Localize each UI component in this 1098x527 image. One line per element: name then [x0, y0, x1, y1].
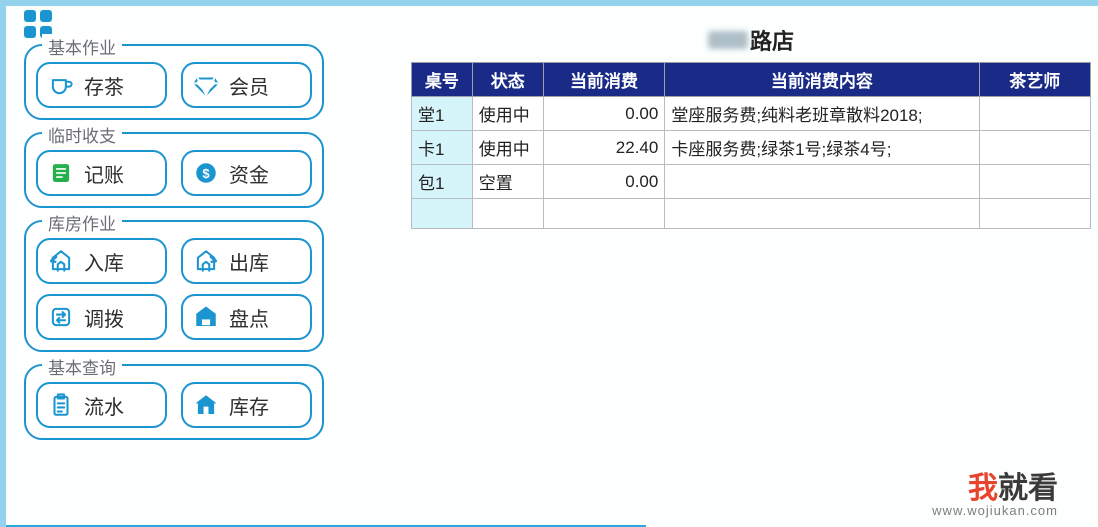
panel-0: 基本作业存茶会员 — [24, 44, 324, 120]
diamond-icon — [193, 72, 219, 98]
table-row[interactable]: 包1空置0.00 — [412, 165, 1091, 199]
cell-artist — [979, 131, 1091, 165]
col-header: 茶艺师 — [979, 63, 1091, 97]
cell-table_no — [412, 199, 473, 229]
button-label: 流水 — [84, 391, 124, 420]
panel-title: 基本查询 — [42, 354, 122, 379]
button-label: 库存 — [229, 391, 269, 420]
cell-amount: 0.00 — [543, 97, 665, 131]
panel-1: 临时收支记账$资金 — [24, 132, 324, 208]
cell-detail — [665, 165, 979, 199]
main-area: 路店 桌号状态当前消费当前消费内容茶艺师 堂1使用中0.00堂座服务费;纯料老班… — [411, 10, 1091, 229]
button-label: 存茶 — [84, 71, 124, 100]
out-icon — [193, 248, 219, 274]
cell-artist — [979, 97, 1091, 131]
cell-detail: 堂座服务费;纯料老班章散料2018; — [665, 97, 979, 131]
col-header: 当前消费内容 — [665, 63, 979, 97]
outbound-button[interactable]: 出库 — [181, 238, 312, 284]
dollar-icon: $ — [193, 160, 219, 186]
panel-title: 临时收支 — [42, 122, 122, 147]
house-icon — [193, 392, 219, 418]
cell-amount: 0.00 — [543, 165, 665, 199]
panel-2: 库房作业入库出库调拨盘点 — [24, 220, 324, 352]
inventory-button[interactable]: 库存 — [181, 382, 312, 428]
ledger-icon — [48, 160, 74, 186]
cell-detail — [665, 199, 979, 229]
panel-title: 库房作业 — [42, 210, 122, 235]
button-label: 资金 — [229, 159, 269, 188]
cell-amount: 22.40 — [543, 131, 665, 165]
clip-icon — [48, 392, 74, 418]
cell-artist — [979, 165, 1091, 199]
panel-3: 基本查询流水库存 — [24, 364, 324, 440]
cell-status: 使用中 — [472, 97, 543, 131]
button-row: 存茶 会员 — [36, 62, 312, 108]
button-row: 入库 出库 — [36, 238, 312, 284]
bookkeeping-button[interactable]: 记账 — [36, 150, 167, 196]
button-row: 流水 库存 — [36, 382, 312, 428]
button-row: 记账 $ 资金 — [36, 150, 312, 196]
button-label: 记账 — [84, 159, 124, 188]
journal-button[interactable]: 流水 — [36, 382, 167, 428]
cell-table_no: 堂1 — [412, 97, 473, 131]
cell-artist — [979, 199, 1091, 229]
cell-amount — [543, 199, 665, 229]
cell-table_no: 包1 — [412, 165, 473, 199]
redacted-region — [708, 31, 748, 49]
button-label: 入库 — [84, 247, 124, 276]
cell-detail: 卡座服务费;绿茶1号;绿茶4号; — [665, 131, 979, 165]
cell-table_no: 卡1 — [412, 131, 473, 165]
sidebar: 基本作业存茶 会员临时收支记账 $ 资金库房作业入库 出库调拨 盘点基本查询流水 库存 — [24, 10, 324, 452]
store-tea-button[interactable]: 存茶 — [36, 62, 167, 108]
svg-text:$: $ — [202, 166, 210, 181]
member-button[interactable]: 会员 — [181, 62, 312, 108]
col-header: 桌号 — [412, 63, 473, 97]
panel-title: 基本作业 — [42, 34, 122, 59]
stocktake-button[interactable]: 盘点 — [181, 294, 312, 340]
table-row[interactable]: 堂1使用中0.00堂座服务费;纯料老班章散料2018; — [412, 97, 1091, 131]
swap-icon — [48, 304, 74, 330]
store-title: 路店 — [411, 24, 1091, 56]
button-row: 调拨 盘点 — [36, 294, 312, 340]
button-label: 出库 — [229, 247, 269, 276]
table-row[interactable]: 卡1使用中22.40卡座服务费;绿茶1号;绿茶4号; — [412, 131, 1091, 165]
status-table: 桌号状态当前消费当前消费内容茶艺师 堂1使用中0.00堂座服务费;纯料老班章散料… — [411, 62, 1091, 229]
button-label: 会员 — [229, 71, 269, 100]
hcheck-icon — [193, 304, 219, 330]
funds-button[interactable]: $ 资金 — [181, 150, 312, 196]
cell-status — [472, 199, 543, 229]
button-label: 盘点 — [229, 303, 269, 332]
col-header: 当前消费 — [543, 63, 665, 97]
col-header: 状态 — [472, 63, 543, 97]
inbound-button[interactable]: 入库 — [36, 238, 167, 284]
watermark: 我就看 www.wojiukan.com — [932, 474, 1058, 517]
in-icon — [48, 248, 74, 274]
transfer-button[interactable]: 调拨 — [36, 294, 167, 340]
cup-icon — [48, 72, 74, 98]
table-row[interactable] — [412, 199, 1091, 229]
cell-status: 空置 — [472, 165, 543, 199]
app-root: 基本作业存茶 会员临时收支记账 $ 资金库房作业入库 出库调拨 盘点基本查询流水 库存 路店… — [0, 0, 1098, 527]
cell-status: 使用中 — [472, 131, 543, 165]
button-label: 调拨 — [84, 303, 124, 332]
